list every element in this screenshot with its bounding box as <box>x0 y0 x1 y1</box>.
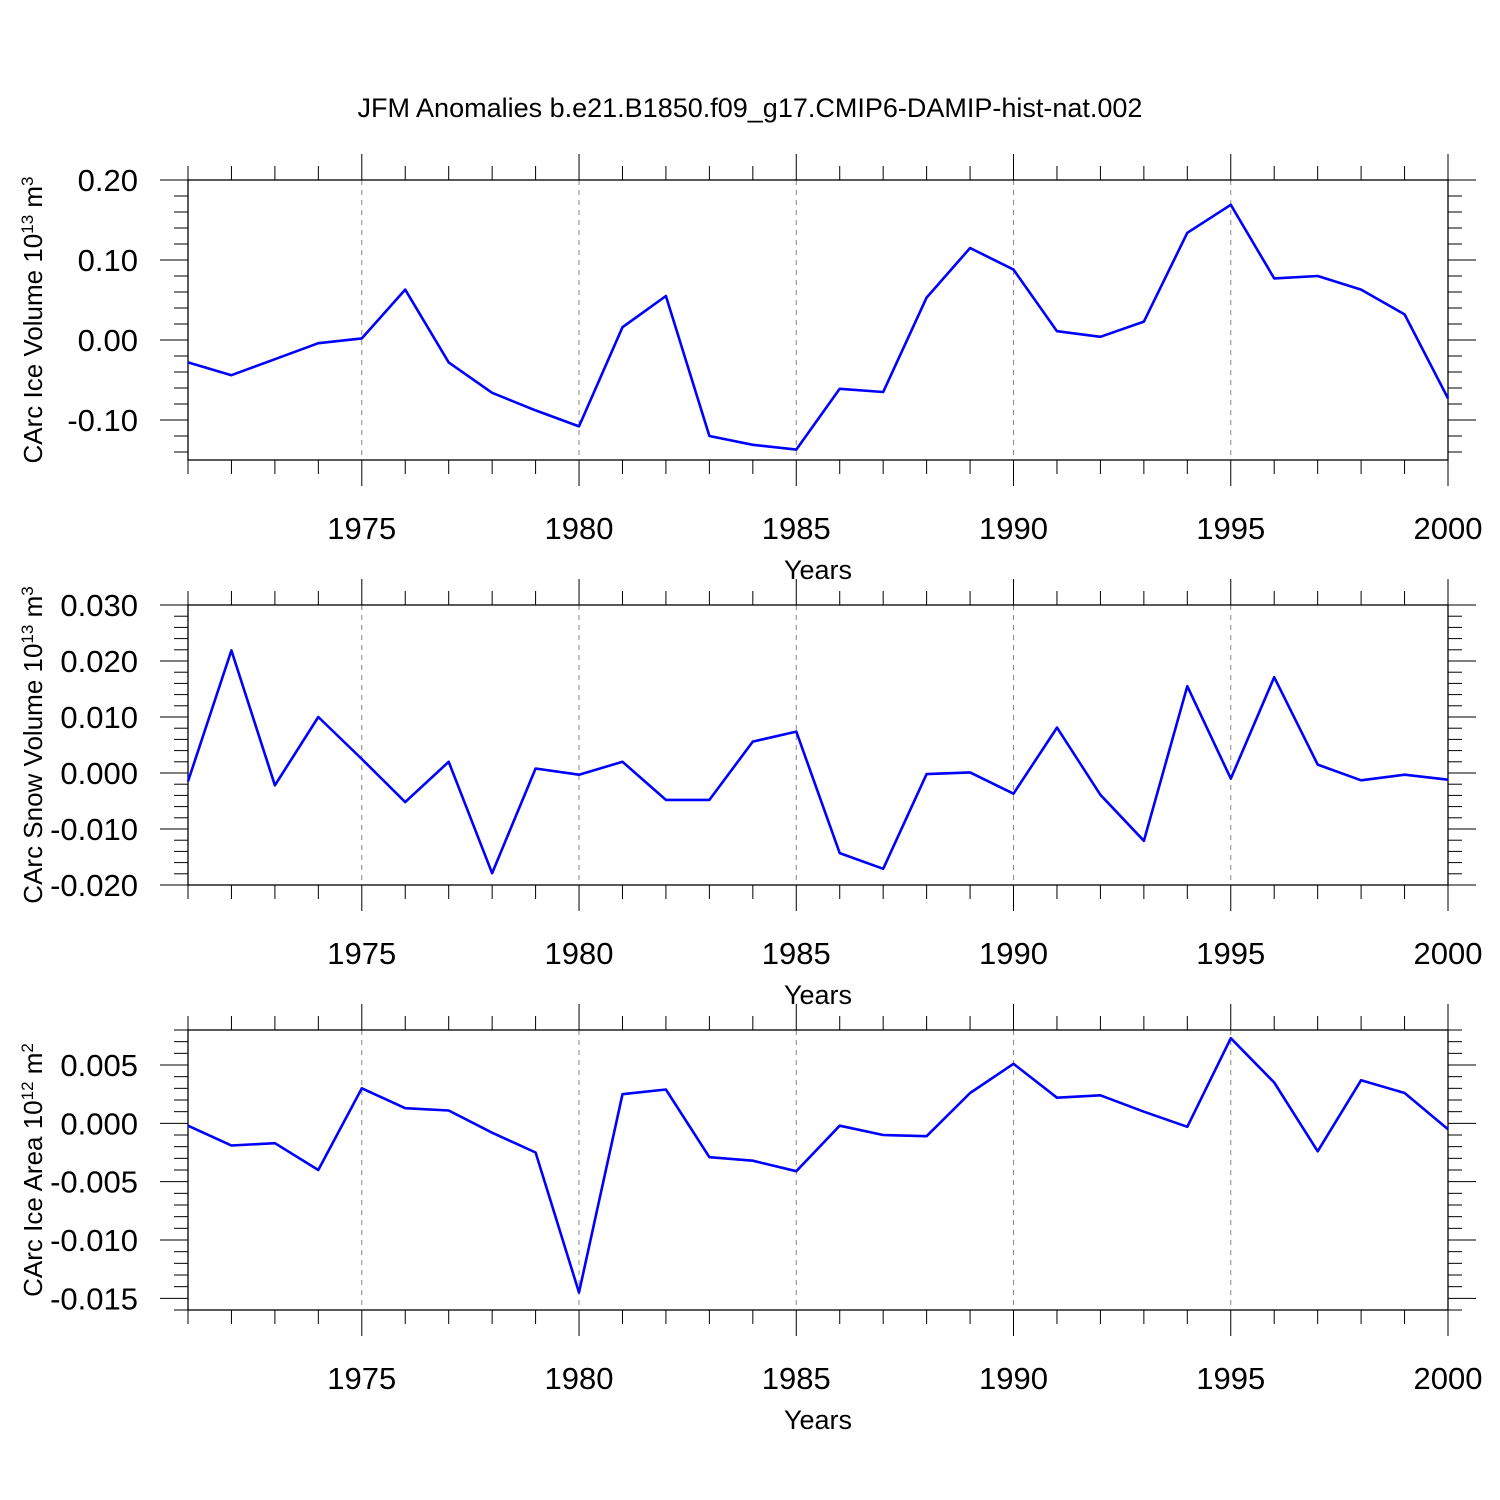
plot-frame <box>187 179 1449 461</box>
series-line-snow-volume <box>186 649 1449 875</box>
x-tick-label: 1985 <box>762 1361 831 1396</box>
x-tick-label: 2000 <box>1414 1361 1483 1396</box>
series-line-ice-area <box>187 1036 1449 1294</box>
series-line-ice-volume <box>187 203 1450 451</box>
x-tick-label: 1980 <box>545 1361 614 1396</box>
y-tick-label: 0.005 <box>60 1048 138 1083</box>
x-tick-label: 1995 <box>1196 936 1265 971</box>
y-label-text: m <box>18 1053 48 1082</box>
x-axis-label: Years <box>784 555 852 585</box>
y-label-text: CArc Snow Volume 10 <box>18 644 48 904</box>
panel-ice-area: -0.015 -0.010 -0.005 0.000 0.005 1975 1980 1985… <box>18 1004 1483 1435</box>
plot-frame <box>187 1029 1449 1311</box>
y-label-superscript: 2 <box>18 1043 37 1052</box>
x-tick-label: 1990 <box>979 511 1048 546</box>
y-label-superscript: 13 <box>18 215 37 234</box>
x-tick-label: 1985 <box>762 511 831 546</box>
y-tick-label: 0.030 <box>60 588 138 623</box>
y-label-superscript: 12 <box>18 1081 37 1100</box>
y-tick-label: -0.020 <box>50 868 138 903</box>
x-axis-label: Years <box>784 980 852 1010</box>
y-tick-label: -0.005 <box>50 1165 138 1200</box>
x-tick-label: 1985 <box>762 936 831 971</box>
x-tick-label: 1995 <box>1196 511 1265 546</box>
y-tick-label: 0.000 <box>60 756 138 791</box>
y-label-text: m <box>18 186 48 215</box>
y-label-superscript: 13 <box>18 625 37 644</box>
y-label-text: CArc Ice Area 10 <box>18 1100 48 1297</box>
y-tick-label: 0.10 <box>78 243 138 278</box>
y-tick-label: 0.00 <box>78 323 138 358</box>
panel-snow-volume: -0.020 -0.010 0.000 0.010 0.020 0.030 1975 1980… <box>18 579 1483 1010</box>
chart-panels: -0.10 0.00 0.10 0.20 1975 1980 1985 1990 1995 200… <box>18 154 1483 1435</box>
y-axis-label: CArc Ice Area 1012 m2 <box>18 1043 49 1297</box>
x-tick-label: 1980 <box>545 936 614 971</box>
x-tick-label: 1975 <box>327 511 396 546</box>
y-label-text: CArc Ice Volume 10 <box>18 234 48 464</box>
x-tick-label: 1995 <box>1196 1361 1265 1396</box>
y-tick-label: 0.000 <box>60 1106 138 1141</box>
x-tick-label: 1990 <box>979 936 1048 971</box>
x-tick-label: 2000 <box>1414 511 1483 546</box>
x-axis-label: Years <box>784 1405 852 1435</box>
panel-ice-volume: -0.10 0.00 0.10 0.20 1975 1980 1985 1990 1995 200… <box>18 154 1483 585</box>
y-tick-label: -0.010 <box>50 1223 138 1258</box>
x-tick-label: 1990 <box>979 1361 1048 1396</box>
x-tick-label: 1975 <box>327 936 396 971</box>
y-tick-label: -0.10 <box>67 403 138 438</box>
y-axis-label: CArc Ice Volume 1013 m3 <box>18 176 49 463</box>
x-tick-label: 2000 <box>1414 936 1483 971</box>
x-tick-label: 1975 <box>327 1361 396 1396</box>
y-label-superscript: 3 <box>18 586 37 595</box>
x-tick-label: 1980 <box>545 511 614 546</box>
y-tick-label: 0.20 <box>78 163 138 198</box>
y-tick-label: -0.010 <box>50 812 138 847</box>
y-tick-label: 0.010 <box>60 700 138 735</box>
plot-frame <box>187 604 1449 886</box>
y-axis-label: CArc Snow Volume 1013 m3 <box>18 586 49 903</box>
y-tick-label: -0.015 <box>50 1281 138 1316</box>
y-label-text: m <box>18 596 48 625</box>
y-tick-label: 0.020 <box>60 644 138 679</box>
y-label-superscript: 3 <box>18 176 37 185</box>
chart-title: JFM Anomalies b.e21.B1850.f09_g17.CMIP6-… <box>358 93 1143 123</box>
